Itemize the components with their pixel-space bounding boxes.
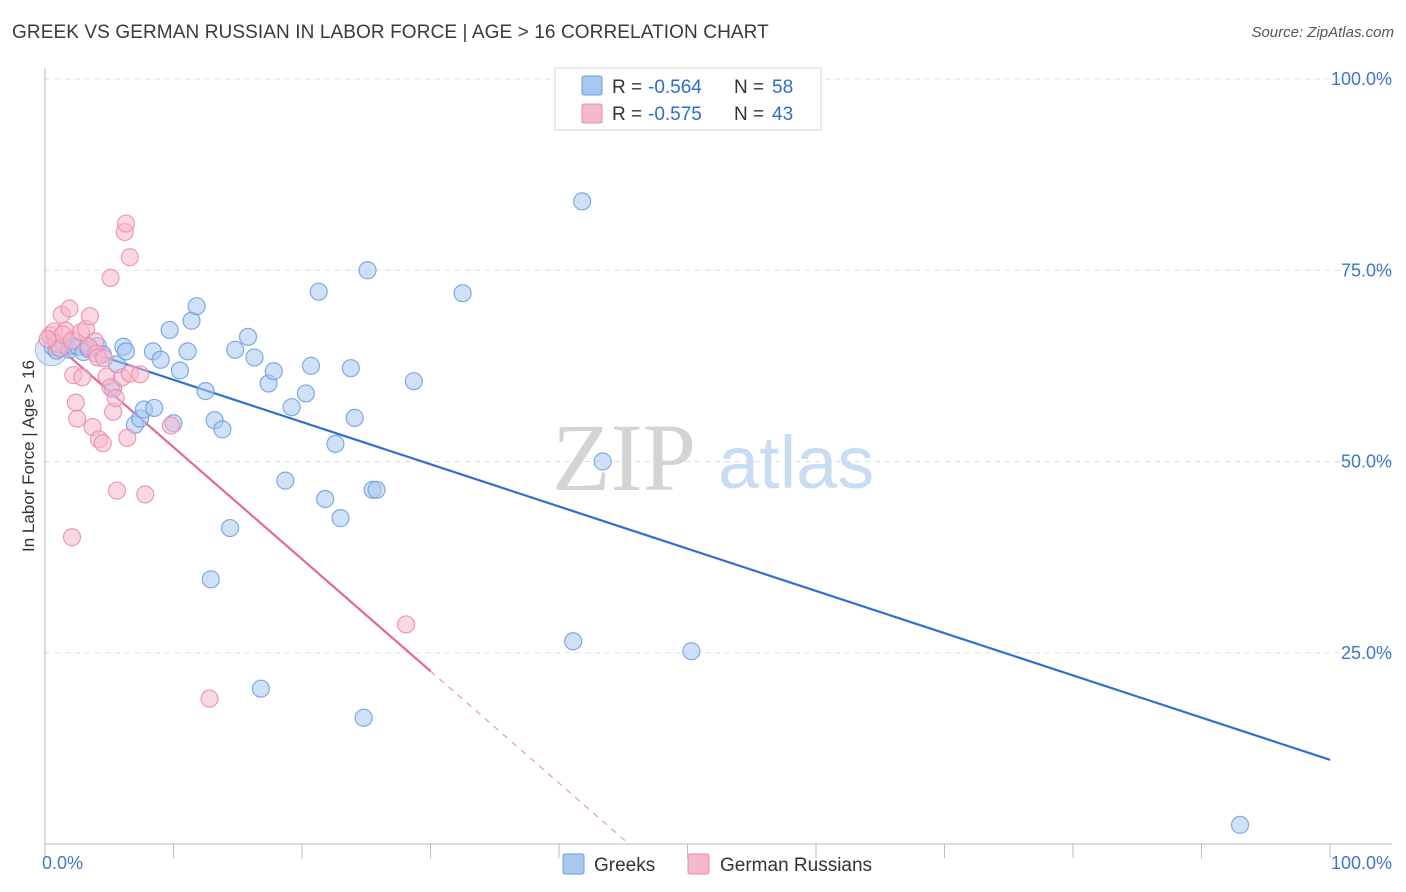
german-russian-point: [116, 214, 136, 233]
y-axis-label: In Labor Force | Age > 16: [19, 360, 38, 552]
german-russian-point: [161, 416, 181, 435]
greek-point: [573, 192, 592, 211]
greek-point: [309, 282, 328, 301]
axes: [44, 68, 1392, 858]
greek-point: [1230, 815, 1250, 834]
legend-swatch-greeks: [581, 75, 603, 96]
chart-title: GREEK VS GERMAN RUSSIAN IN LABOR FORCE |…: [12, 22, 769, 43]
greek-point: [326, 434, 345, 454]
german-russian-point: [130, 365, 150, 384]
german-russian-point: [107, 481, 127, 500]
german-russian-point: [95, 349, 114, 368]
greek-point: [251, 679, 270, 698]
greek-point: [160, 320, 179, 340]
greek-point: [178, 342, 197, 361]
y-tick-label: 50.0%: [1341, 452, 1392, 472]
german-russian-point: [68, 409, 87, 428]
greek-trend-line: [44, 336, 1331, 761]
greek-point: [301, 356, 321, 375]
greek-point: [282, 398, 301, 417]
y-tick-label: 100.0%: [1331, 69, 1392, 89]
legend: R = -0.564 N = 58 R = -0.575 N = 43: [554, 67, 822, 131]
german-russian-point: [118, 428, 137, 447]
bottom-legend-swatch-german-russians: [687, 853, 710, 875]
greek-point: [593, 452, 612, 471]
greek-point: [238, 327, 258, 346]
greek-point: [564, 632, 583, 651]
german-russian-point: [73, 368, 92, 387]
german-russian-point: [80, 307, 100, 326]
x-tick-label: 0.0%: [42, 853, 83, 873]
greek-point: [151, 350, 170, 369]
german-russian-point: [38, 330, 57, 349]
legend-n-value: 43: [772, 104, 793, 125]
watermark-zip: ZIP: [552, 404, 696, 511]
german-russian-point: [62, 528, 82, 547]
greek-point: [196, 382, 215, 401]
data-points: [34, 192, 1250, 834]
greek-point: [341, 359, 360, 378]
german-russian-point: [66, 393, 85, 412]
bottom-legend: Greeks German Russians: [562, 853, 872, 876]
greek-point: [354, 708, 373, 727]
chart-source: Source: ZipAtlas.com: [1251, 24, 1394, 41]
watermark-atlas: atlas: [718, 421, 874, 504]
greek-point: [187, 297, 206, 316]
greek-point: [213, 420, 232, 439]
greek-point: [331, 509, 350, 528]
greek-point: [264, 362, 283, 381]
greek-point: [404, 372, 423, 391]
german-russian-point: [93, 434, 112, 453]
greek-point: [316, 489, 335, 509]
greek-point: [220, 518, 240, 538]
german-russian-point: [120, 248, 139, 267]
tick-labels: 25.0% 50.0% 75.0% 100.0% 0.0% 100.0%: [42, 69, 1392, 873]
legend-n-value: 58: [772, 77, 793, 98]
greek-point: [145, 398, 164, 418]
german-russian-point: [101, 268, 120, 287]
legend-n-label: N =: [734, 104, 764, 125]
greek-point: [116, 342, 136, 361]
german-russian-point: [60, 299, 79, 318]
greek-point: [682, 642, 701, 661]
bottom-legend-greeks: Greeks: [594, 855, 655, 876]
legend-r-value: -0.564: [648, 77, 702, 98]
greek-point: [245, 348, 264, 367]
legend-n-label: N =: [734, 77, 764, 98]
german-russian-point: [136, 485, 155, 504]
german-russian-point: [396, 615, 416, 634]
legend-r-value: -0.575: [648, 104, 702, 125]
y-tick-label: 25.0%: [1341, 643, 1392, 663]
bottom-legend-swatch-greeks: [562, 853, 585, 875]
greek-point: [170, 361, 190, 380]
legend-r-label: R =: [612, 77, 642, 98]
greek-point: [453, 284, 472, 303]
greek-point: [358, 261, 377, 280]
legend-swatch-german-russians: [581, 103, 603, 124]
greek-point: [367, 480, 386, 499]
greek-point: [276, 471, 295, 490]
x-tick-label: 100.0%: [1331, 853, 1392, 873]
greek-point: [201, 570, 220, 589]
german-russian-point: [200, 689, 219, 708]
grid-lines: [45, 78, 1392, 654]
bottom-legend-german-russians: German Russians: [720, 855, 872, 876]
greek-point: [296, 384, 315, 403]
greek-point: [345, 408, 364, 427]
legend-r-label: R =: [612, 104, 642, 125]
y-tick-label: 75.0%: [1341, 260, 1392, 280]
greek-point: [226, 340, 245, 359]
german-russian-point: [106, 388, 125, 408]
german-russian-trend-extension: [430, 670, 630, 845]
